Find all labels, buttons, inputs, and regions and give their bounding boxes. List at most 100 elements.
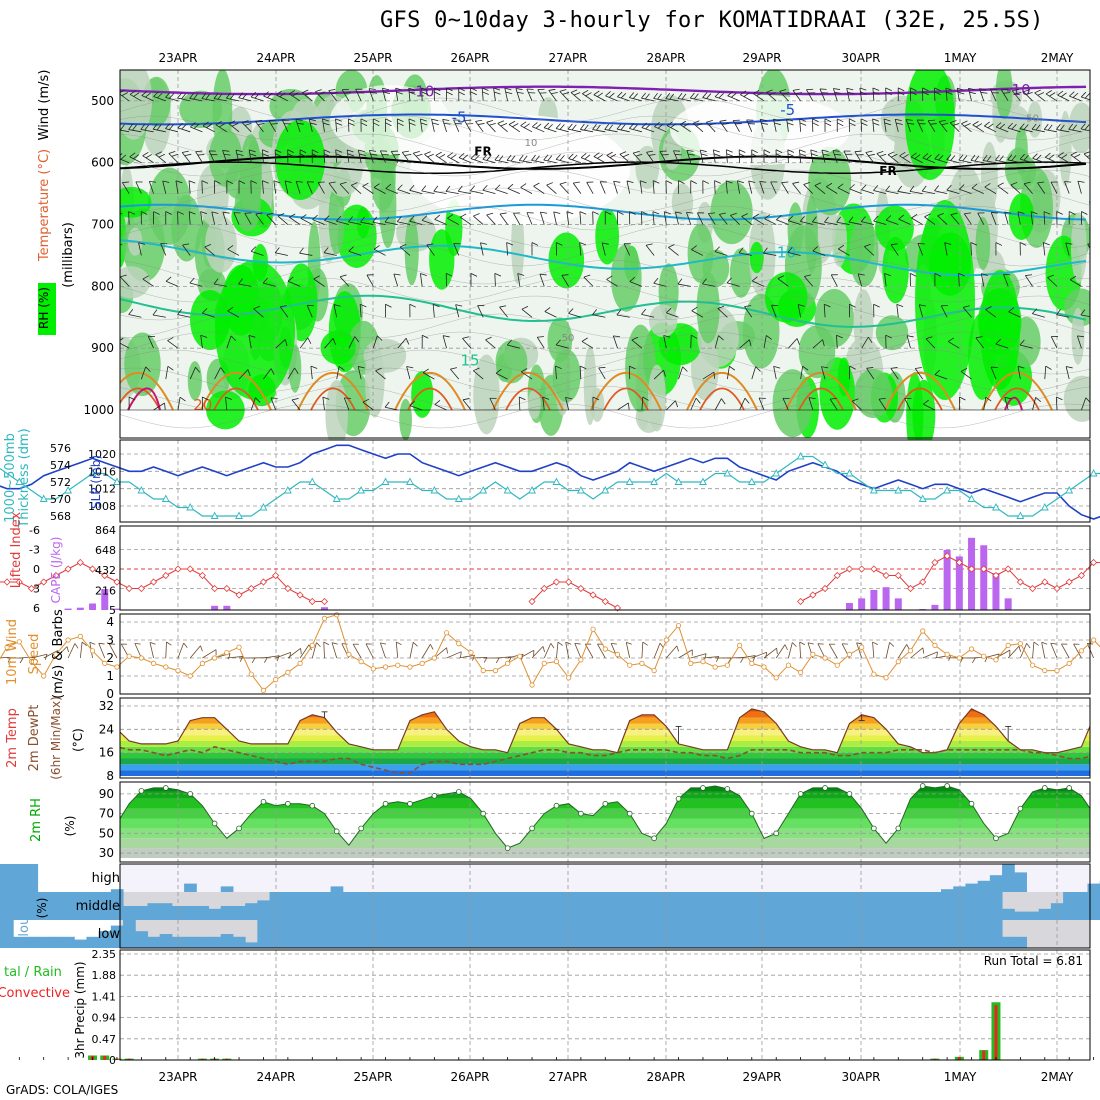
wind-barb bbox=[458, 87, 465, 101]
cloud-cell bbox=[355, 892, 368, 920]
wind-barb bbox=[859, 87, 867, 101]
rh2m-frame bbox=[119, 781, 1091, 863]
slp-thickness-plot bbox=[0, 440, 1100, 522]
cloud-cell bbox=[0, 892, 2, 920]
wind-barb bbox=[238, 278, 252, 287]
wind-barb bbox=[872, 118, 880, 132]
wind-barb bbox=[702, 278, 716, 287]
wind-barb bbox=[255, 212, 264, 225]
wind-barb bbox=[160, 243, 168, 256]
wind-barb bbox=[287, 367, 299, 380]
wind-speed-marker bbox=[736, 642, 743, 649]
isotherm-25 bbox=[699, 387, 745, 411]
wind-barb bbox=[494, 70, 496, 71]
cloud-cell bbox=[464, 892, 478, 920]
cloud-cell bbox=[489, 920, 503, 948]
wind-barb bbox=[632, 70, 643, 71]
wind-barb bbox=[203, 70, 215, 71]
wind-speed-marker bbox=[883, 675, 889, 681]
surface-wind-barb bbox=[226, 656, 244, 662]
wind-barb bbox=[851, 398, 862, 411]
cloud-cell bbox=[379, 892, 393, 920]
wind-barb bbox=[779, 89, 789, 102]
lifted-index-marker bbox=[919, 578, 927, 586]
wind-barb bbox=[1050, 181, 1058, 194]
wind-barb bbox=[631, 336, 643, 349]
cloud-cell bbox=[635, 892, 649, 920]
cloud-cell bbox=[1038, 908, 1052, 920]
wind-barb bbox=[1017, 365, 1025, 380]
wind-barb bbox=[579, 211, 587, 225]
cape-tick-label: 864 bbox=[95, 524, 116, 537]
wind-barb bbox=[963, 212, 972, 225]
wind-barb bbox=[787, 215, 801, 225]
cloud-cell bbox=[0, 892, 14, 920]
cloud-cell bbox=[355, 920, 368, 948]
temperature-frame bbox=[119, 697, 1091, 779]
wind-speed-marker bbox=[248, 671, 254, 677]
lifted-index-marker bbox=[320, 597, 329, 606]
cloud-cell bbox=[745, 920, 759, 948]
wind-barb bbox=[873, 215, 887, 225]
cloud-cell bbox=[684, 892, 698, 920]
wind-barb bbox=[147, 335, 155, 349]
surface-wind-barb bbox=[275, 651, 292, 659]
rh2m-marker bbox=[700, 785, 706, 791]
wind-barb bbox=[599, 181, 607, 194]
lifted-index-marker bbox=[1041, 578, 1049, 586]
thickness-marker bbox=[406, 477, 414, 485]
lifted-index-marker bbox=[247, 584, 255, 593]
cloud-cell bbox=[25, 864, 39, 892]
isotherm-label: -10 bbox=[410, 83, 435, 101]
upper-air-plot: -10-10-5-555101015152010506050FRFR bbox=[120, 70, 1090, 440]
wind-barb bbox=[702, 70, 716, 71]
wind-barb bbox=[521, 305, 533, 318]
wind-barb bbox=[433, 87, 441, 101]
cloud-cell bbox=[1026, 911, 1040, 920]
rh-shade bbox=[875, 205, 914, 251]
wind-barb bbox=[313, 275, 325, 287]
cloud-cell bbox=[477, 892, 490, 920]
wind-speed-marker bbox=[65, 637, 71, 643]
wind-barb bbox=[665, 93, 679, 102]
wind-barb bbox=[995, 70, 997, 71]
wind-barb bbox=[533, 182, 545, 194]
wind-barb bbox=[379, 150, 389, 163]
wind-barb bbox=[699, 149, 708, 163]
cloud-cell bbox=[501, 892, 515, 920]
cloud-cell bbox=[257, 920, 271, 948]
wind-barb bbox=[678, 366, 688, 380]
wind-barb bbox=[1011, 88, 1022, 102]
wind-speed-marker bbox=[627, 662, 633, 668]
wind-barb bbox=[860, 118, 868, 132]
wind-barb bbox=[300, 214, 313, 225]
wind-barb bbox=[803, 181, 814, 194]
cloud-cell bbox=[953, 892, 966, 920]
pressure-tick-label: 600 bbox=[91, 156, 114, 170]
wind-barb bbox=[322, 118, 330, 132]
wind-barb bbox=[824, 118, 832, 132]
wind-axis-label-2: Speed bbox=[27, 634, 42, 675]
top-date-label: 1MAY bbox=[944, 51, 977, 65]
cloud-cell bbox=[977, 892, 991, 920]
wind-barb bbox=[766, 89, 777, 102]
wind-barb bbox=[213, 92, 227, 102]
cloud-cell bbox=[0, 920, 14, 948]
isotherm-25 bbox=[505, 387, 551, 411]
wind-barb bbox=[291, 398, 301, 411]
wind-barb bbox=[593, 90, 606, 102]
cloud-cell bbox=[25, 936, 39, 948]
wind-speed-marker bbox=[663, 637, 669, 643]
wind-barb bbox=[506, 154, 520, 164]
wind-barb bbox=[214, 367, 225, 380]
wind-barb bbox=[592, 123, 606, 133]
bottom-date-label: 27APR bbox=[548, 1070, 587, 1084]
wind-barb bbox=[628, 365, 636, 380]
wind-barb bbox=[442, 119, 451, 132]
wind-barb bbox=[686, 149, 695, 163]
rh2m-marker bbox=[871, 825, 877, 832]
rh-contour bbox=[120, 295, 1090, 321]
cloud-cell bbox=[391, 892, 405, 920]
wind-barb bbox=[692, 120, 704, 133]
